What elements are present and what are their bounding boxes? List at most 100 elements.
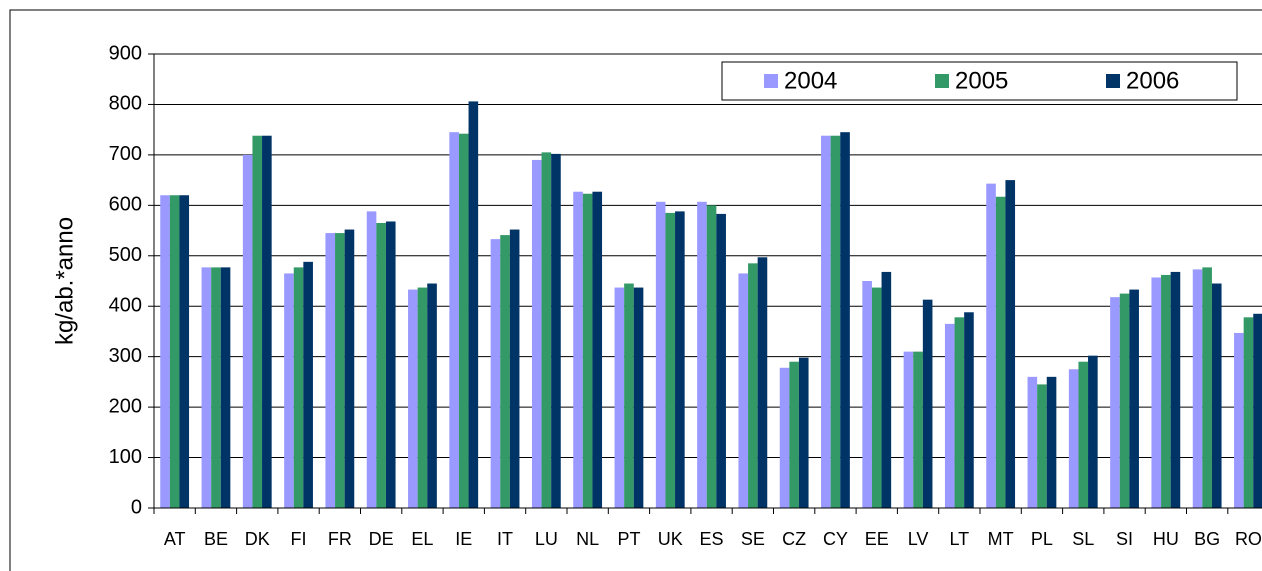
bar	[335, 233, 345, 509]
bar	[500, 235, 510, 508]
bar	[449, 132, 459, 508]
y-tick-label: 200	[109, 395, 142, 417]
bar	[789, 361, 799, 508]
bar	[1027, 376, 1038, 508]
bar	[1129, 289, 1139, 508]
bar	[211, 267, 221, 508]
x-tick-label: PL	[1031, 529, 1053, 549]
bar	[757, 257, 768, 508]
bar	[986, 183, 996, 509]
bar	[1234, 332, 1244, 508]
bar	[862, 281, 872, 508]
bar	[779, 367, 790, 508]
bar	[1068, 369, 1079, 508]
legend-swatch	[764, 74, 778, 88]
bar	[427, 283, 437, 508]
bar	[1119, 293, 1130, 508]
x-tick-label: FR	[328, 529, 352, 549]
bar	[830, 135, 841, 508]
y-tick-label: 0	[131, 496, 142, 518]
y-tick-label: 900	[109, 42, 142, 64]
bar	[1088, 355, 1098, 508]
bar	[376, 222, 386, 508]
bar	[1161, 274, 1171, 508]
bar	[1192, 269, 1203, 508]
bar	[614, 287, 625, 508]
bar	[169, 195, 180, 508]
legend-label: 2006	[1126, 67, 1179, 94]
bar	[531, 159, 542, 508]
bar	[262, 135, 272, 508]
legend-swatch	[935, 74, 949, 88]
x-tick-label: DK	[245, 529, 270, 549]
bar	[325, 233, 336, 509]
x-tick-label: RO	[1235, 529, 1262, 549]
bar	[798, 357, 809, 508]
bar	[293, 267, 304, 508]
bar	[1243, 317, 1254, 508]
x-tick-label: AT	[164, 529, 186, 549]
bar	[582, 193, 593, 508]
bar	[417, 287, 428, 508]
bar	[840, 132, 850, 508]
bar	[913, 351, 923, 508]
bar	[748, 263, 758, 508]
x-tick-label: CY	[823, 529, 848, 549]
x-tick-label: NL	[576, 529, 599, 549]
bar	[541, 152, 552, 508]
y-tick-label: 500	[109, 244, 142, 266]
legend-label: 2005	[955, 67, 1008, 94]
x-tick-label: SI	[1116, 529, 1133, 549]
bar	[1046, 376, 1057, 508]
x-tick-label: LU	[535, 529, 558, 549]
bar	[179, 195, 190, 508]
bar	[220, 267, 231, 508]
bar	[160, 195, 170, 508]
bar	[1078, 361, 1089, 508]
bar	[665, 212, 676, 508]
x-tick-label: CZ	[782, 529, 806, 549]
bar	[1211, 283, 1222, 508]
x-tick-label: FI	[291, 529, 307, 549]
bar	[624, 283, 634, 508]
x-tick-label: BG	[1194, 529, 1220, 549]
bar	[738, 273, 749, 508]
bar	[490, 239, 501, 508]
bar	[344, 229, 355, 508]
bar	[551, 153, 561, 508]
x-tick-label: HU	[1153, 529, 1179, 549]
x-tick-label: PT	[617, 529, 640, 549]
bar	[468, 101, 479, 508]
x-tick-label: IE	[455, 529, 472, 549]
bar	[252, 135, 263, 508]
x-tick-label: MT	[988, 529, 1014, 549]
bar	[303, 261, 313, 508]
bar	[385, 221, 396, 508]
x-tick-label: IT	[497, 529, 513, 549]
bar	[954, 317, 965, 508]
bar	[509, 229, 520, 508]
y-tick-label: 300	[109, 345, 142, 367]
y-tick-label: 800	[109, 93, 142, 115]
bar	[964, 312, 974, 508]
legend-swatch	[1106, 74, 1120, 88]
legend-label: 2004	[784, 67, 837, 94]
y-tick-label: 700	[109, 143, 142, 165]
bar	[1037, 384, 1047, 508]
x-tick-label: BE	[204, 529, 228, 549]
bar	[1110, 297, 1120, 508]
bar	[1170, 271, 1181, 508]
bar	[201, 267, 212, 508]
x-tick-label: SE	[741, 529, 765, 549]
bar	[1202, 267, 1212, 508]
bar	[903, 351, 914, 508]
y-tick-label: 600	[109, 194, 142, 216]
y-tick-label: 100	[109, 446, 142, 468]
y-tick-label: 400	[109, 295, 142, 317]
x-tick-label: EE	[865, 529, 889, 549]
bar	[871, 287, 882, 508]
y-axis-label: kg/ab.*anno	[51, 217, 78, 345]
bar	[821, 135, 831, 508]
bar	[675, 211, 685, 509]
